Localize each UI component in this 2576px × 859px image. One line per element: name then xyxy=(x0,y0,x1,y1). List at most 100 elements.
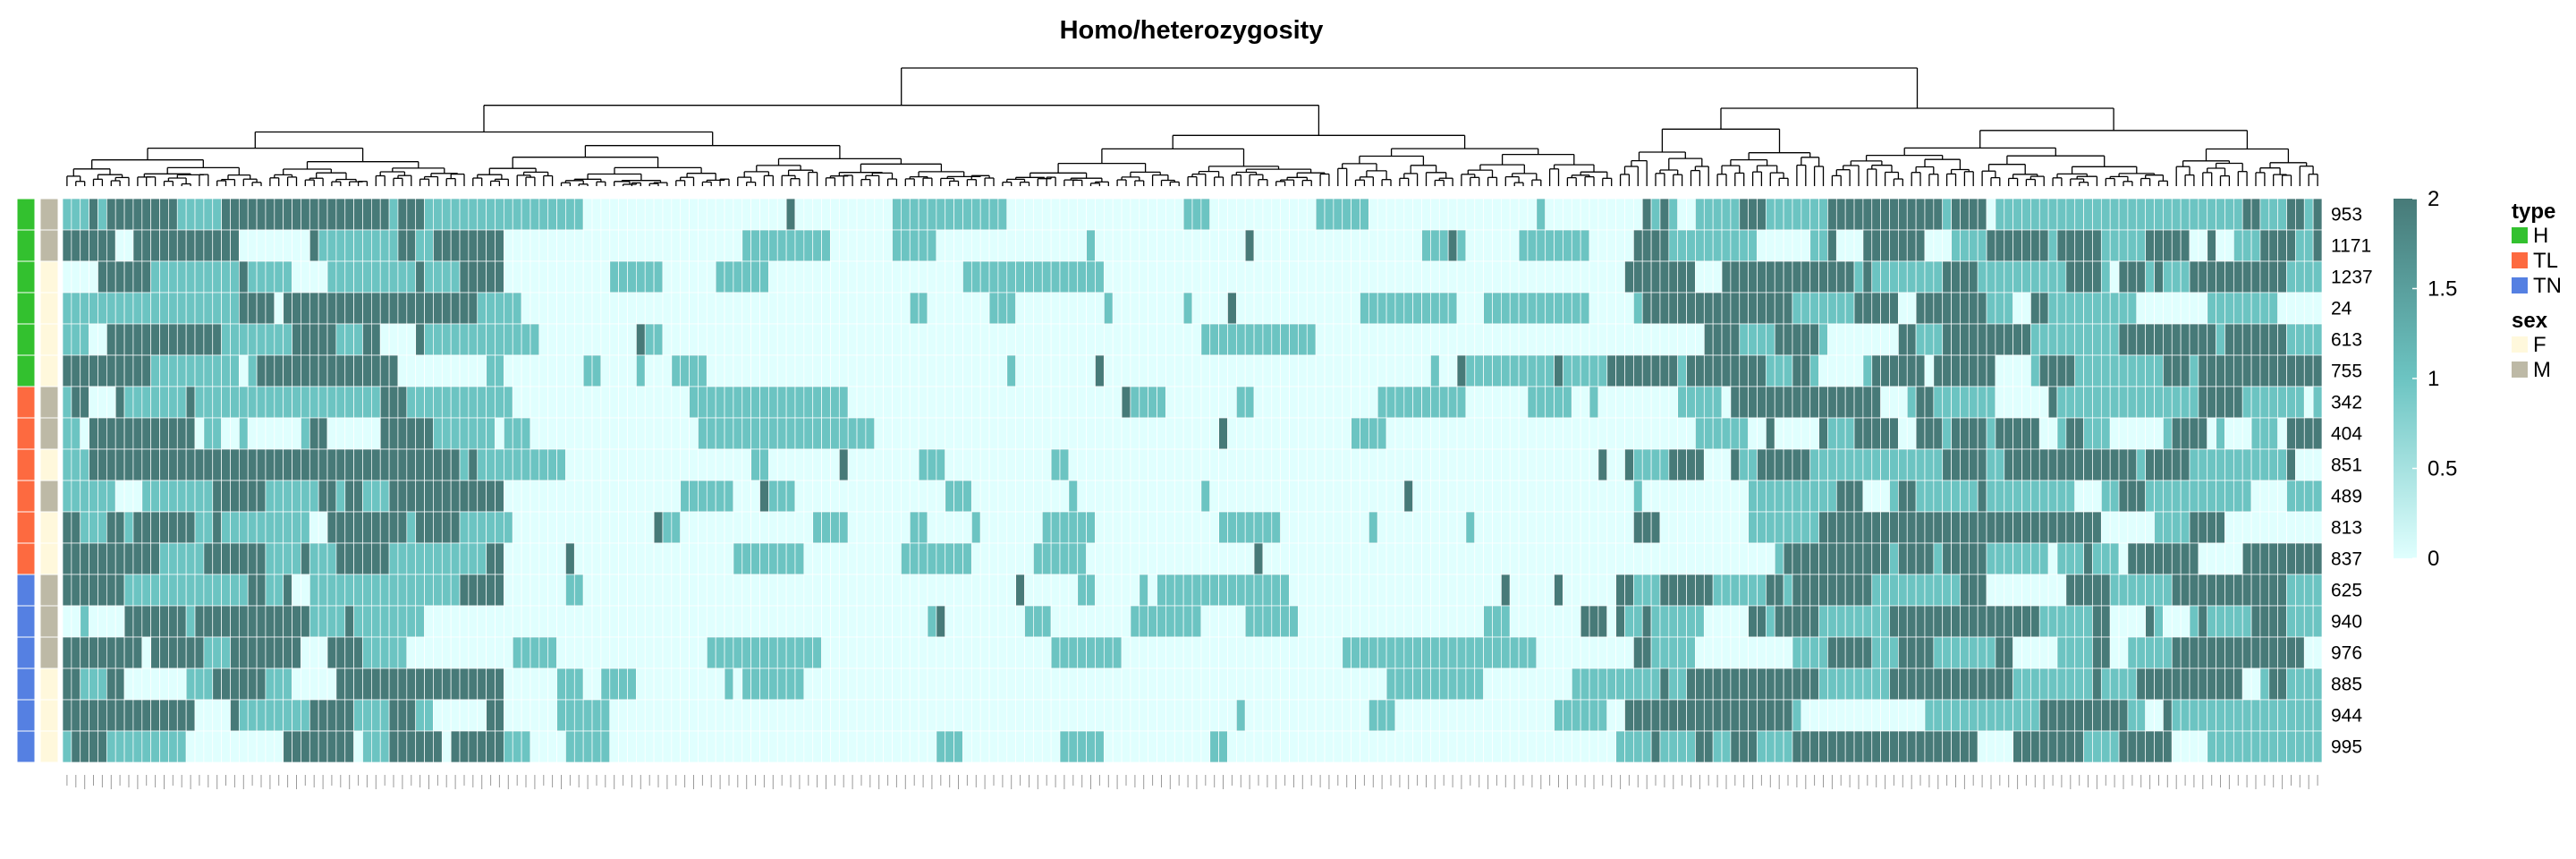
heatmap-cell xyxy=(2233,480,2243,513)
heatmap-cell xyxy=(247,229,258,262)
heatmap-cell xyxy=(1403,574,1414,607)
heatmap-cell xyxy=(1465,668,1476,701)
heatmap-cell xyxy=(2268,448,2279,481)
heatmap-cell xyxy=(1360,260,1369,293)
heatmap-cell xyxy=(1438,292,1449,325)
heatmap-cell xyxy=(168,260,178,293)
heatmap-cell xyxy=(221,260,231,293)
heatmap-cell xyxy=(556,323,566,356)
heatmap-cell xyxy=(1563,636,1572,669)
heatmap-cell xyxy=(2056,198,2067,231)
heatmap-cell xyxy=(1351,417,1360,450)
heatmap-cell xyxy=(1774,636,1784,669)
heatmap-cell xyxy=(741,668,751,701)
heatmap-cell xyxy=(1589,323,1599,356)
heatmap-cell xyxy=(424,636,434,669)
heatmap-cell xyxy=(301,574,310,607)
heatmap-cell xyxy=(733,354,743,387)
heatmap-cell xyxy=(1306,260,1317,293)
heatmap-cell xyxy=(1271,198,1282,231)
heatmap-cell xyxy=(847,198,858,231)
heatmap-cell xyxy=(1059,605,1070,638)
heatmap-cell xyxy=(1148,417,1157,450)
heatmap-cell xyxy=(1015,198,1025,231)
heatmap-cell xyxy=(1041,605,1052,638)
heatmap-cell xyxy=(1527,574,1538,607)
heatmap-cell xyxy=(1368,699,1378,732)
heatmap-cell xyxy=(1050,542,1061,575)
heatmap-cell xyxy=(2074,636,2084,669)
heatmap-cell xyxy=(106,668,116,701)
heatmap-cell xyxy=(1536,480,1546,513)
heatmap-cell xyxy=(556,354,566,387)
heatmap-cell xyxy=(1624,229,1634,262)
heatmap-cell xyxy=(1289,323,1299,356)
heatmap-cell xyxy=(874,292,885,325)
heatmap-cell xyxy=(2277,511,2287,544)
heatmap-cell xyxy=(706,480,716,513)
heatmap-cell xyxy=(2136,605,2147,638)
heatmap-cell xyxy=(865,260,876,293)
heatmap-cell xyxy=(301,417,310,450)
heatmap-cell xyxy=(1509,417,1520,450)
heatmap-cell xyxy=(132,292,143,325)
heatmap-cell xyxy=(2180,574,2190,607)
heatmap-cell xyxy=(1792,668,1802,701)
heatmap-cell xyxy=(1112,417,1123,450)
heatmap-cell xyxy=(874,229,885,262)
heatmap-cell xyxy=(2145,636,2155,669)
heatmap-cell xyxy=(1977,542,1987,575)
heatmap-cell xyxy=(1766,730,1775,763)
heatmap-cell xyxy=(194,699,205,732)
heatmap-cell xyxy=(441,448,452,481)
heatmap-cell xyxy=(1421,636,1431,669)
heatmap-cell xyxy=(2154,574,2164,607)
heatmap-cell xyxy=(1977,699,1987,732)
heatmap-cell xyxy=(768,605,778,638)
heatmap-cell xyxy=(2136,386,2147,419)
heatmap-cell xyxy=(1801,605,1811,638)
heatmap-cell xyxy=(759,730,769,763)
heatmap-cell xyxy=(1739,605,1749,638)
heatmap-cell xyxy=(1006,292,1017,325)
heatmap-cell xyxy=(1641,730,1652,763)
heatmap-cell xyxy=(1209,636,1219,669)
heatmap-cell xyxy=(1712,198,1723,231)
heatmap-cell xyxy=(794,417,805,450)
heatmap-cell xyxy=(185,260,196,293)
heatmap-cell xyxy=(1298,292,1308,325)
heatmap-cell xyxy=(1933,292,1944,325)
heatmap-cell xyxy=(1527,260,1538,293)
heatmap-cell xyxy=(1218,636,1228,669)
heatmap-cell xyxy=(706,354,716,387)
heatmap-cell xyxy=(865,448,876,481)
heatmap-cell xyxy=(1041,198,1052,231)
heatmap-cell xyxy=(1227,354,1237,387)
heatmap-cell xyxy=(1580,668,1590,701)
heatmap-cell xyxy=(247,605,258,638)
heatmap-cell xyxy=(785,636,796,669)
heatmap-cell xyxy=(159,260,169,293)
heatmap-cell xyxy=(1686,480,1696,513)
heatmap-cell xyxy=(2171,260,2182,293)
heatmap-cell xyxy=(1412,699,1422,732)
heatmap-cell xyxy=(2136,542,2147,575)
heatmap-cell xyxy=(1606,417,1616,450)
heatmap-cell xyxy=(1730,511,1741,544)
heatmap-cell xyxy=(750,542,760,575)
heatmap-cell xyxy=(1818,480,1828,513)
heatmap-cell xyxy=(1739,511,1749,544)
heatmap-cell xyxy=(1148,480,1157,513)
heatmap-cell xyxy=(1809,542,1819,575)
heatmap-cell xyxy=(918,229,928,262)
heatmap-cell xyxy=(1447,574,1458,607)
heatmap-cell xyxy=(733,699,743,732)
heatmap-cell xyxy=(1924,229,1935,262)
heatmap-cell xyxy=(1880,699,1890,732)
heatmap-cell xyxy=(689,448,699,481)
heatmap-cell xyxy=(2004,292,2014,325)
heatmap-cell xyxy=(936,229,946,262)
heatmap-cell xyxy=(106,480,116,513)
heatmap-cell xyxy=(424,574,434,607)
heatmap-cell xyxy=(1492,605,1502,638)
